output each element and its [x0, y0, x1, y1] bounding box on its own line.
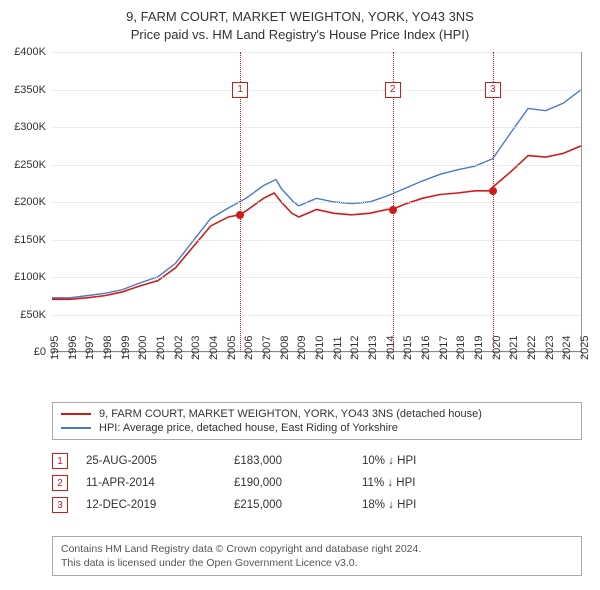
legend-row: HPI: Average price, detached house, East… — [61, 421, 573, 435]
gridline — [52, 52, 581, 53]
transaction-date: 11-APR-2014 — [86, 477, 216, 489]
x-tick-label: 2011 — [332, 336, 344, 360]
legend-label: 9, FARM COURT, MARKET WEIGHTON, YORK, YO… — [99, 408, 482, 420]
x-tick-label: 1998 — [102, 336, 114, 360]
x-tick-label: 2012 — [349, 336, 361, 360]
transaction-marker: 3 — [52, 497, 68, 513]
transaction-row: 2 11-APR-2014 £190,000 11% ↓ HPI — [52, 472, 582, 494]
event-marker-box: 2 — [385, 82, 401, 98]
x-tick-label: 2007 — [261, 336, 273, 360]
transaction-marker: 1 — [52, 453, 68, 469]
y-tick-label: £400K — [14, 46, 52, 58]
gridline — [52, 127, 581, 128]
transaction-date: 12-DEC-2019 — [86, 499, 216, 511]
transaction-row: 1 25-AUG-2005 £183,000 10% ↓ HPI — [52, 450, 582, 472]
gridline — [52, 90, 581, 91]
gridline — [52, 240, 581, 241]
footer-line-2: This data is licensed under the Open Gov… — [61, 556, 573, 570]
x-tick-label: 2009 — [296, 336, 308, 360]
legend-swatch — [61, 413, 91, 415]
legend: 9, FARM COURT, MARKET WEIGHTON, YORK, YO… — [52, 402, 582, 440]
x-tick-label: 2013 — [367, 336, 379, 360]
gridline — [52, 277, 581, 278]
event-dot — [236, 211, 244, 219]
transactions-table: 1 25-AUG-2005 £183,000 10% ↓ HPI 2 11-APR-201… — [52, 450, 582, 516]
event-dot — [389, 206, 397, 214]
x-tick-label: 1995 — [49, 336, 61, 360]
x-tick-label: 2017 — [438, 336, 450, 360]
x-tick-label: 2018 — [455, 336, 467, 360]
x-tick-label: 2025 — [579, 336, 591, 360]
y-tick-label: £150K — [14, 234, 52, 246]
y-tick-label: £250K — [14, 159, 52, 171]
x-tick-label: 2003 — [190, 336, 202, 360]
x-tick-label: 2024 — [561, 336, 573, 360]
gridline — [52, 165, 581, 166]
x-tick-label: 1999 — [120, 336, 132, 360]
x-tick-label: 2010 — [314, 336, 326, 360]
x-tick-label: 1997 — [84, 336, 96, 360]
transaction-date: 25-AUG-2005 — [86, 455, 216, 467]
transaction-marker: 2 — [52, 475, 68, 491]
x-tick-label: 2006 — [243, 336, 255, 360]
series-line-hpi — [52, 90, 581, 298]
y-tick-label: £50K — [20, 309, 52, 321]
legend-swatch — [61, 427, 91, 429]
y-tick-label: £100K — [14, 271, 52, 283]
x-tick-label: 2021 — [508, 336, 520, 360]
x-tick-label: 2015 — [402, 336, 414, 360]
chart-container: 9, FARM COURT, MARKET WEIGHTON, YORK, YO… — [0, 0, 600, 590]
event-marker-box: 1 — [232, 82, 248, 98]
x-tick-label: 2000 — [137, 336, 149, 360]
transaction-price: £183,000 — [234, 455, 344, 467]
footer-attribution: Contains HM Land Registry data © Crown c… — [52, 536, 582, 576]
x-tick-label: 2001 — [155, 336, 167, 360]
transaction-diff: 10% ↓ HPI — [362, 455, 582, 467]
x-tick-label: 2014 — [385, 336, 397, 360]
footer-line-1: Contains HM Land Registry data © Crown c… — [61, 542, 573, 556]
chart-title: 9, FARM COURT, MARKET WEIGHTON, YORK, YO… — [0, 0, 600, 47]
transaction-row: 3 12-DEC-2019 £215,000 18% ↓ HPI — [52, 494, 582, 516]
legend-row: 9, FARM COURT, MARKET WEIGHTON, YORK, YO… — [61, 407, 573, 421]
event-marker-box: 3 — [485, 82, 501, 98]
gridline — [52, 202, 581, 203]
x-tick-label: 2019 — [473, 336, 485, 360]
transaction-price: £190,000 — [234, 477, 344, 489]
legend-label: HPI: Average price, detached house, East… — [99, 422, 398, 434]
plot-area: £0£50K£100K£150K£200K£250K£300K£350K£400… — [52, 52, 582, 352]
transaction-price: £215,000 — [234, 499, 344, 511]
x-tick-label: 2005 — [226, 336, 238, 360]
x-tick-label: 1996 — [67, 336, 79, 360]
x-tick-label: 2008 — [279, 336, 291, 360]
x-tick-label: 2023 — [544, 336, 556, 360]
x-tick-label: 2004 — [208, 336, 220, 360]
transaction-diff: 11% ↓ HPI — [362, 477, 582, 489]
y-tick-label: £300K — [14, 121, 52, 133]
transaction-diff: 18% ↓ HPI — [362, 499, 582, 511]
y-tick-label: £350K — [14, 84, 52, 96]
x-tick-label: 2002 — [173, 336, 185, 360]
gridline — [52, 315, 581, 316]
event-dot — [489, 187, 497, 195]
y-tick-label: £200K — [14, 196, 52, 208]
title-line-2: Price paid vs. HM Land Registry's House … — [10, 26, 590, 44]
x-tick-label: 2016 — [420, 336, 432, 360]
x-tick-label: 2022 — [526, 336, 538, 360]
title-line-1: 9, FARM COURT, MARKET WEIGHTON, YORK, YO… — [10, 8, 590, 26]
